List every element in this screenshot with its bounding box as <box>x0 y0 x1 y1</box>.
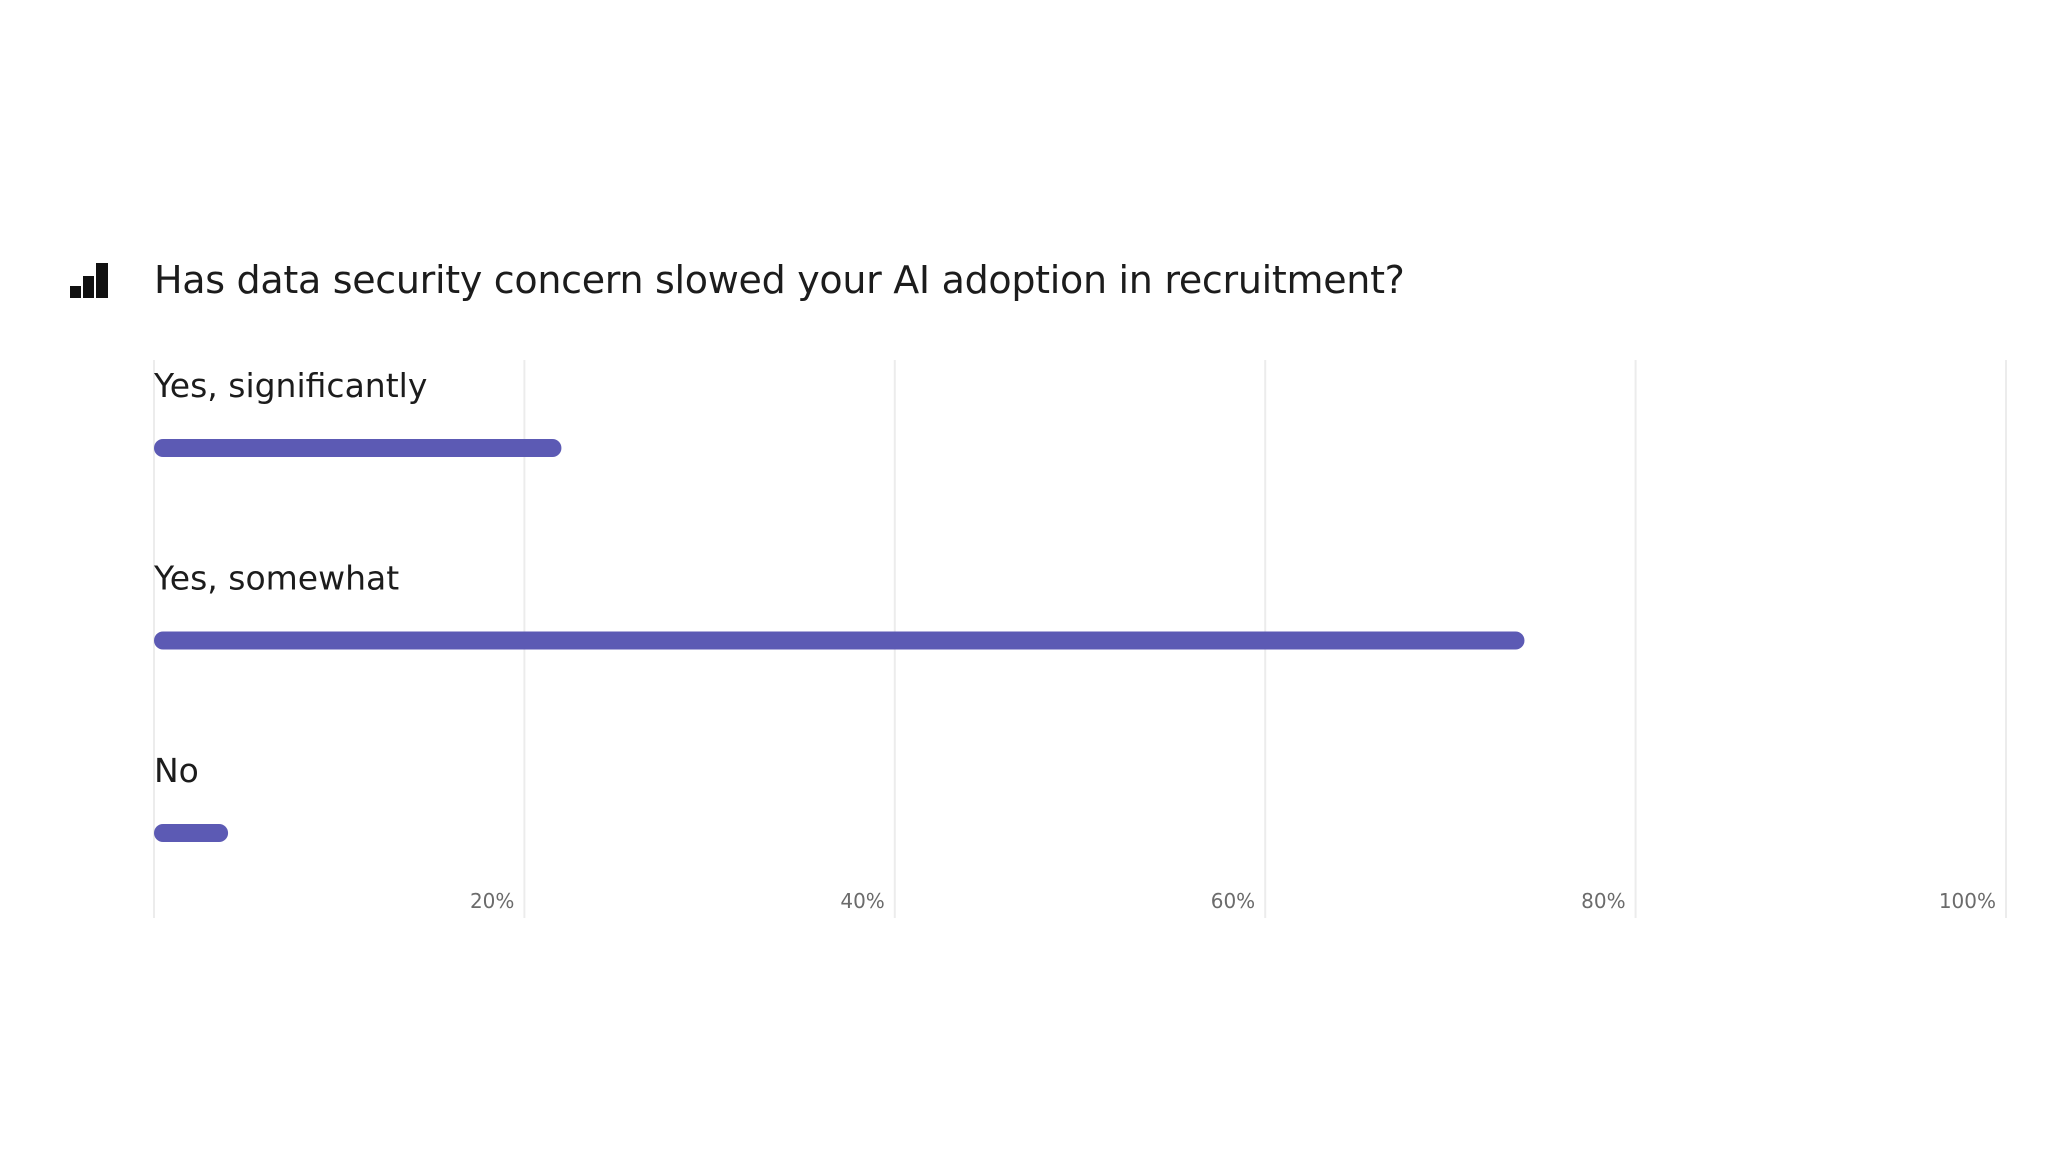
x-tick-label: 100% <box>1939 889 1996 913</box>
category-label: No <box>154 751 199 790</box>
bar <box>154 439 562 457</box>
category-label: Yes, somewhat <box>153 559 399 598</box>
x-tick-label: 80% <box>1581 889 1625 913</box>
bar-chart-icon <box>70 263 108 298</box>
chart-title: Has data security concern slowed your AI… <box>154 258 1405 302</box>
bar <box>154 631 1525 650</box>
x-tick-label: 60% <box>1211 889 1255 913</box>
category-label: Yes, significantly <box>153 366 427 405</box>
x-tick-label: 20% <box>470 889 514 913</box>
x-tick-label: 40% <box>840 889 884 913</box>
chart-header <box>70 250 110 310</box>
bar <box>154 824 229 842</box>
